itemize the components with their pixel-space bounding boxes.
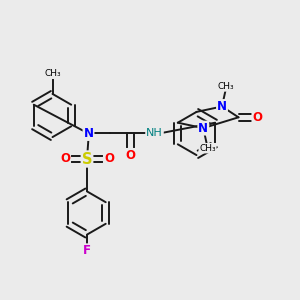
- Text: O: O: [125, 149, 136, 162]
- Text: NH: NH: [146, 128, 163, 139]
- Text: CH₃: CH₃: [44, 69, 61, 78]
- Text: F: F: [83, 244, 91, 257]
- Text: S: S: [82, 152, 92, 166]
- Text: N: N: [217, 100, 227, 113]
- Text: CH₃: CH₃: [199, 144, 216, 153]
- Text: N: N: [83, 127, 94, 140]
- Text: N: N: [198, 122, 208, 135]
- Text: O: O: [60, 152, 70, 166]
- Text: CH₃: CH₃: [218, 82, 235, 91]
- Text: O: O: [252, 111, 262, 124]
- Text: O: O: [104, 152, 114, 166]
